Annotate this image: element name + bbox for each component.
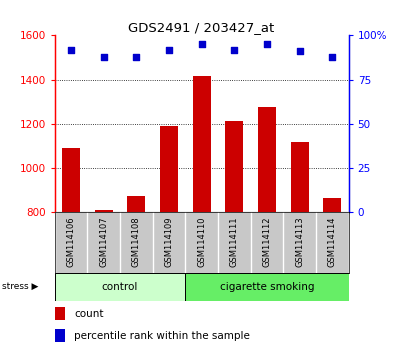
Point xyxy=(198,41,205,47)
Text: count: count xyxy=(74,309,104,319)
Text: cigarette smoking: cigarette smoking xyxy=(220,282,314,292)
Text: GSM114108: GSM114108 xyxy=(132,216,141,267)
Bar xyxy=(291,142,309,212)
Point xyxy=(329,54,336,59)
Bar xyxy=(225,121,243,212)
Text: GSM114107: GSM114107 xyxy=(99,216,108,267)
Bar xyxy=(55,273,185,301)
Text: percentile rank within the sample: percentile rank within the sample xyxy=(74,331,250,341)
Text: GSM114110: GSM114110 xyxy=(197,216,206,267)
Text: GSM114106: GSM114106 xyxy=(66,216,76,267)
Bar xyxy=(62,148,80,212)
Text: GSM114113: GSM114113 xyxy=(295,216,304,267)
Bar xyxy=(55,330,65,342)
Bar xyxy=(55,307,65,320)
Text: GSM114109: GSM114109 xyxy=(165,216,173,267)
Text: GSM114112: GSM114112 xyxy=(262,216,271,267)
Bar xyxy=(258,107,276,212)
Title: GDS2491 / 203427_at: GDS2491 / 203427_at xyxy=(129,21,275,34)
Point xyxy=(296,48,303,54)
Text: GSM114114: GSM114114 xyxy=(328,216,337,267)
Point xyxy=(100,54,107,59)
Bar xyxy=(193,76,210,212)
Text: control: control xyxy=(102,282,138,292)
Point xyxy=(133,54,139,59)
Bar xyxy=(160,126,178,212)
Text: stress ▶: stress ▶ xyxy=(2,282,39,291)
Bar xyxy=(127,196,145,212)
Bar xyxy=(94,210,113,212)
Point xyxy=(165,47,172,52)
Point xyxy=(68,47,74,52)
Point xyxy=(264,41,270,47)
Bar xyxy=(185,273,349,301)
Text: GSM114111: GSM114111 xyxy=(230,216,239,267)
Point xyxy=(231,47,238,52)
Bar xyxy=(323,198,341,212)
